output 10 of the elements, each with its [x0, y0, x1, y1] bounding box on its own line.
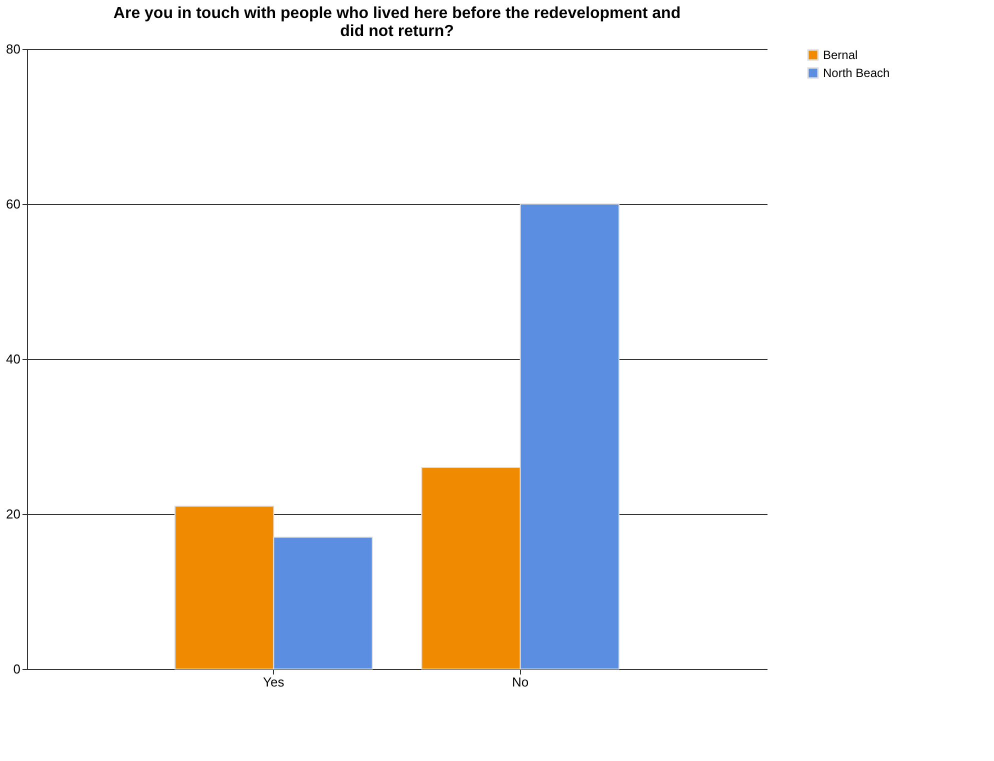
y-tick-label: 0: [13, 662, 20, 676]
x-tick-label: Yes: [263, 674, 285, 690]
chart-title: Are you in touch with people who lived here before the redevelopment and did not return?: [113, 5, 681, 40]
y-tick-label: 80: [6, 42, 20, 56]
y-tick-label: 40: [6, 352, 20, 366]
y-tick-label: 20: [6, 506, 20, 522]
x-tick-label: No: [512, 674, 529, 690]
y-tick-label: 60: [6, 196, 20, 212]
legend-label: North Beach: [823, 66, 890, 80]
legend-label: Bernal: [823, 48, 858, 62]
